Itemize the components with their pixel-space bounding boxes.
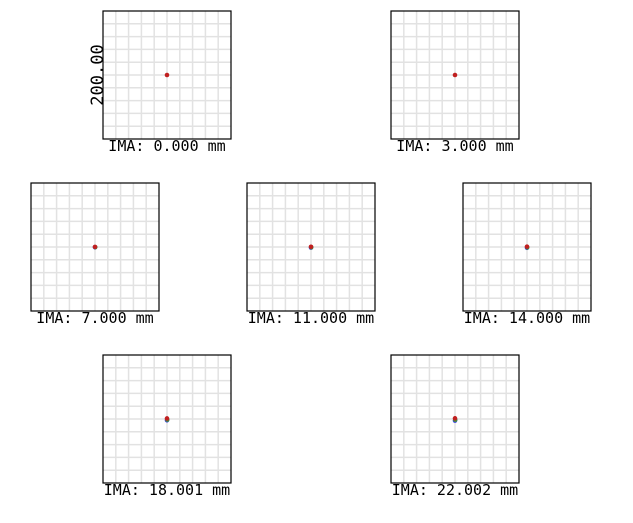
- spot-red: [164, 416, 170, 421]
- field-label: IMA: 7.000 mm: [36, 309, 153, 327]
- spot-red: [92, 244, 98, 250]
- panel-frame: [462, 182, 592, 312]
- spot-red: [524, 244, 530, 249]
- field-label: IMA: 3.000 mm: [396, 137, 513, 155]
- panel-frame: [30, 182, 160, 312]
- field-label: IMA: 14.000 mm: [464, 309, 590, 327]
- spot-red: [164, 72, 170, 78]
- spot-red: [308, 244, 314, 250]
- field-label: IMA: 22.002 mm: [392, 481, 518, 499]
- panel-frame: [390, 10, 520, 140]
- field-label: IMA: 11.000 mm: [248, 309, 374, 327]
- spot-red: [452, 416, 458, 421]
- panel-frame: [390, 354, 520, 484]
- panel-frame: [102, 10, 232, 140]
- field-label: IMA: 0.000 mm: [108, 137, 225, 155]
- spot-red: [452, 72, 458, 78]
- panel-frame: [246, 182, 376, 312]
- field-label: IMA: 18.001 mm: [104, 481, 230, 499]
- panel-frame: [102, 354, 232, 484]
